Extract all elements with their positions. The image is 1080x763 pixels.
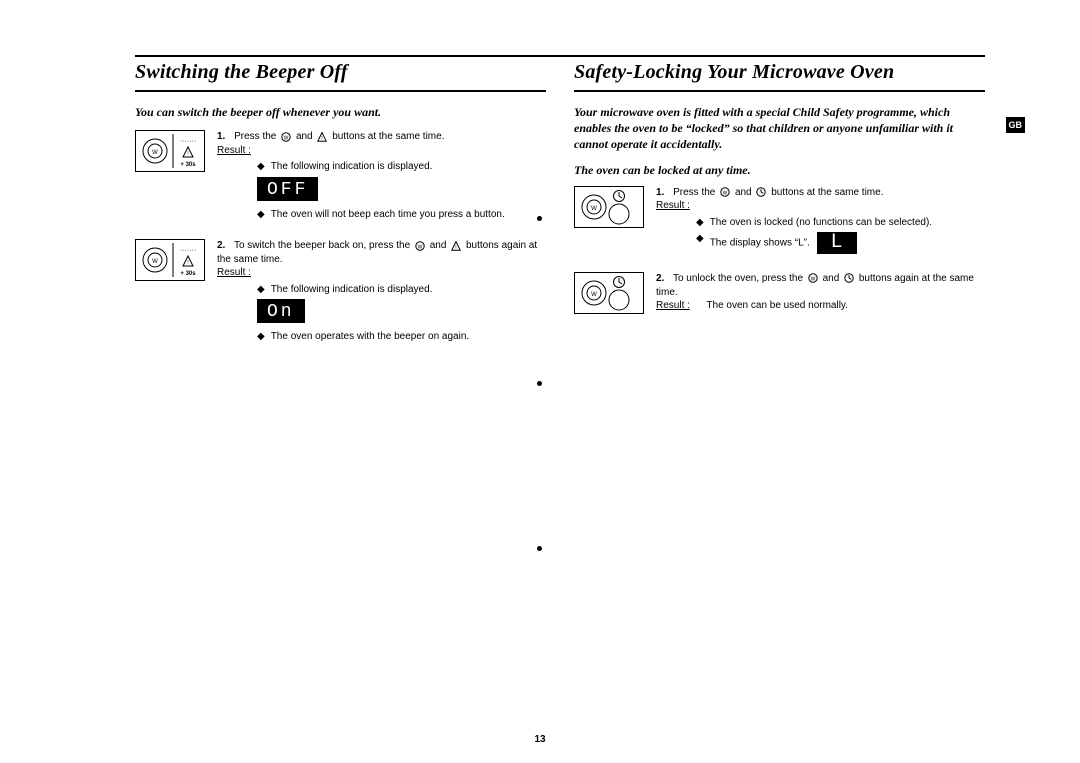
intro-beeper: You can switch the beeper off whenever y… [135,104,546,120]
text: and [296,131,315,142]
section-beeper: Switching the Beeper Off You can switch … [135,57,546,362]
display-on: On [257,299,305,323]
result-label: Result : [656,300,690,311]
clock-icon [844,273,854,283]
step-num: 1. [656,187,664,198]
svg-text:!: ! [322,136,323,142]
svg-text:·······: ······· [180,138,196,145]
bullet: The following indication is displayed. [271,283,433,297]
language-badge: GB [1006,117,1026,133]
svg-text:W: W [810,277,815,283]
start-icon: ! [317,132,327,142]
svg-text:W: W [418,244,423,250]
step-beeper-2: W ······· ! + 30s 2. To switch the beepe… [135,239,546,344]
svg-text:W: W [284,135,289,141]
start-icon: ! [451,241,461,251]
svg-text:+ 30s: + 30s [180,162,196,168]
step-num: 2. [656,273,664,284]
section-title-lock: Safety-Locking Your Microwave Oven [574,57,985,92]
clock-icon [756,187,766,197]
bullet: The following indication is displayed. [271,160,433,174]
display-l: L [817,232,857,254]
panel-beeper-2: W ······· ! + 30s [135,239,205,344]
svg-text:W: W [591,292,597,298]
step-lock-2: W 2. To unlock the oven, press the W and… [574,272,985,314]
svg-text:W: W [723,190,728,196]
panel-beeper-1: W ······· ! + 30s [135,130,205,221]
text: To switch the beeper back on, press the [234,240,413,251]
svg-text:!: ! [456,245,457,251]
display-off: OFF [257,177,318,201]
result-label: Result : [656,200,690,211]
bullet: The oven operates with the beeper on aga… [271,330,469,344]
page-number: 13 [0,734,1080,745]
svg-text:W: W [152,259,158,265]
svg-text:+ 30s: + 30s [180,271,196,277]
bullet: The oven will not beep each time you pre… [271,208,505,222]
text: and [823,273,842,284]
svg-text:W: W [152,150,158,156]
text: Press the [673,187,718,198]
step-beeper-1: W ······· ! + 30s 1. Press the W and [135,130,546,221]
text: To unlock the oven, press the [673,273,806,284]
bullet: The display shows “L”. [710,238,810,249]
result-text: The oven can be used normally. [706,300,848,311]
step-num: 1. [217,131,225,142]
text: buttons at the same time. [771,187,883,198]
section-lock: Safety-Locking Your Microwave Oven Your … [574,57,985,362]
sub-lock: The oven can be locked at any time. [574,163,985,178]
text: and [735,187,754,198]
stop-icon: W [415,241,425,251]
text: and [430,240,449,251]
svg-text:·······: ······· [180,247,196,254]
section-title-beeper: Switching the Beeper Off [135,57,546,92]
panel-lock-1: W [574,186,644,255]
step-lock-1: W 1. Press the W and buttons at the same… [574,186,985,255]
stop-icon: W [720,187,730,197]
panel-lock-2: W [574,272,644,314]
result-label: Result : [217,267,251,278]
stop-icon: W [808,273,818,283]
intro-lock: Your microwave oven is fitted with a spe… [574,104,985,153]
bullet: The oven is locked (no functions can be … [710,216,932,230]
svg-text:W: W [591,206,597,212]
stop-icon: W [281,132,291,142]
svg-text:!: ! [187,260,188,266]
svg-text:!: ! [187,151,188,157]
text: Press the [234,131,279,142]
step-num: 2. [217,240,225,251]
result-label: Result : [217,145,251,156]
text: buttons at the same time. [332,131,444,142]
